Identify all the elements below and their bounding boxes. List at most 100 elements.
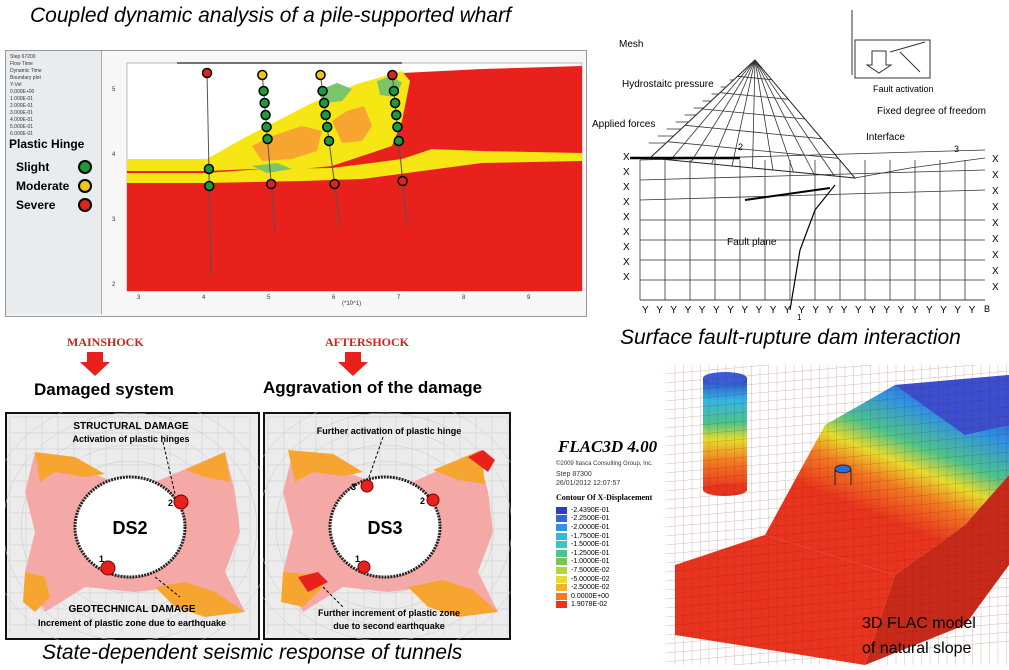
dam-x-mark: X [623,242,630,253]
dam-y-mark: Y [898,305,905,316]
dam-label-interface: Interface [866,132,905,143]
hinge-marker-icon [78,197,92,212]
dam-y-mark: Y [685,305,692,316]
plastic-hinge-marker [203,163,215,175]
dam-x-mark: X [623,227,630,238]
flac-contour-legend: -2.4390E-01 -2.2500E-01 -2.0000E-01 -1.7500… [556,506,610,609]
soil-yellow-band [207,149,582,183]
flac-legend-swatch [556,549,567,557]
plastic-hinge-marker [262,133,273,145]
dam-label-fixed-dof: Fixed degree of freedom [877,106,986,117]
dam-x-mark: X [623,257,630,268]
plastic-hinge-marker [318,97,330,109]
flac-legend-item: -2.0000E-01 [556,523,610,532]
dam-node-3: 3 [954,144,959,154]
dam-y-mark: Y [869,305,876,316]
flac-legend-item: -2.5000E-02 [556,583,610,592]
dam-node-1: 1 [797,313,802,322]
flac-legend-value: -1.5000E-01 [571,541,610,549]
dam-y-mark: Y [940,305,947,316]
wharf-y-tick: 5 [112,87,116,93]
flac-legend-swatch [556,515,567,523]
hinge-legend: Slight Moderate Severe [16,157,98,214]
aggravation-label: Aggravation of the damage [263,378,483,397]
flac-product: FLAC3D 4.00 [558,437,658,456]
flac-legend-item: -2.4390E-01 [556,506,610,515]
dam-x-mark: X [992,250,999,261]
flac-legend-swatch [556,558,567,566]
plastic-hinge-marker [389,97,401,109]
flac-caption-2: of natural slope [862,640,972,657]
plastic-hinge-marker [387,69,398,81]
wharf-sidebar-line: 1.000E-01 [10,96,34,102]
flac-legend-item: -1.0000E-01 [556,558,610,567]
dam-label-mesh: Mesh [619,39,643,50]
wharf-y-tick: 3 [112,217,116,223]
wharf-sidebar-line: Flow Time [10,61,33,67]
ds3-label: DS3 [367,518,402,538]
dam-label-fault-plane: Fault plane [727,237,777,248]
flac-legend-item: -1.5000E-01 [556,540,610,549]
flac-legend-value: -2.2500E-01 [571,515,610,523]
flac-slope-model [665,365,1009,665]
hinge-1-icon [100,560,116,576]
hinge-legend-label: Slight [16,159,50,174]
plastic-hinge-marker [323,135,335,147]
dam-label-hydrostatic: Hydrostaitc pressure [622,79,714,90]
hinge-2b-number: 2 [420,496,425,506]
fault-activation-inset [851,10,931,79]
hinge-2-number: 2 [168,498,173,508]
plastic-hinges [201,67,408,192]
flac-legend-item: -7.5000E-02 [556,566,610,575]
dam-y-mark: Y [756,305,763,316]
wharf-sidebar-line: 0.000E+00 [10,89,35,95]
dam-y-mark: Y [727,305,734,316]
dam-x-mark: X [623,182,630,193]
wharf-x-tick: 5 [267,295,271,301]
plastic-hinge-marker [321,121,333,133]
plastic-hinge-marker [317,85,328,97]
plastic-hinge-marker [320,109,331,121]
hinge-3-number: 3 [351,482,356,492]
plastic-hinge-marker [265,178,277,190]
plastic-hinge-marker [260,109,271,121]
dam-x-mark: X [992,154,999,165]
dam-node-b: B [984,304,990,314]
plastic-hinge-marker [257,69,268,81]
hinge-legend-item: Moderate [16,176,98,195]
wharf-plot: 3 4 5 6 7 8 9 5 4 3 2 (*10^1) [102,51,586,314]
wharf-x-tick: 6 [332,295,336,301]
plastic-hinge-marker [391,109,402,121]
dam-label-applied-forces: Applied forces [592,119,655,130]
dam-x-mark: X [992,170,999,181]
tunnel-panel-ds2: STRUCTURAL DAMAGE Activation of plastic … [5,412,260,640]
dam-y-mark: Y [827,305,834,316]
dam-x-mark: X [992,218,999,229]
dam-y-mark: Y [642,305,649,316]
dam-title: Surface fault-rupture dam interaction [620,326,961,349]
plastic-hinge-marker [259,97,270,109]
dam-x-mark: X [992,186,999,197]
plastic-hinge-marker [388,85,400,97]
wharf-sidebar-info: Step 67200 Flow Time Dynamic Time Boundary … [10,54,42,138]
dam-x-mark: X [623,167,630,178]
plastic-hinge-marker [258,85,269,97]
flac-legend-swatch [556,506,567,514]
wharf-sidebar-line: 2.000E-01 [10,103,34,109]
hinge-legend-item: Slight [16,157,98,176]
mainshock-arrow-icon [80,352,110,376]
hinge-1b-number: 1 [355,554,360,564]
dam-y-mark: Y [912,305,919,316]
flac-legend-item: -1.2500E-01 [556,549,610,558]
dam-y-mark: Y [713,305,720,316]
plastic-hinge-marker [203,180,215,192]
flac-cylinder [703,372,747,496]
wharf-x-tick: 8 [462,295,466,301]
flac-legend-swatch [556,575,567,583]
flac-legend-swatch [556,566,567,574]
dam-y-mark: Y [954,305,961,316]
aftershock-arrow-icon [338,352,368,376]
dam-y-mark: Y [699,305,706,316]
increment-label: Increment of plastic zone due to earthqu… [38,618,226,628]
wharf-sidebar: Step 67200 Flow Time Dynamic Time Boundary … [6,51,102,314]
